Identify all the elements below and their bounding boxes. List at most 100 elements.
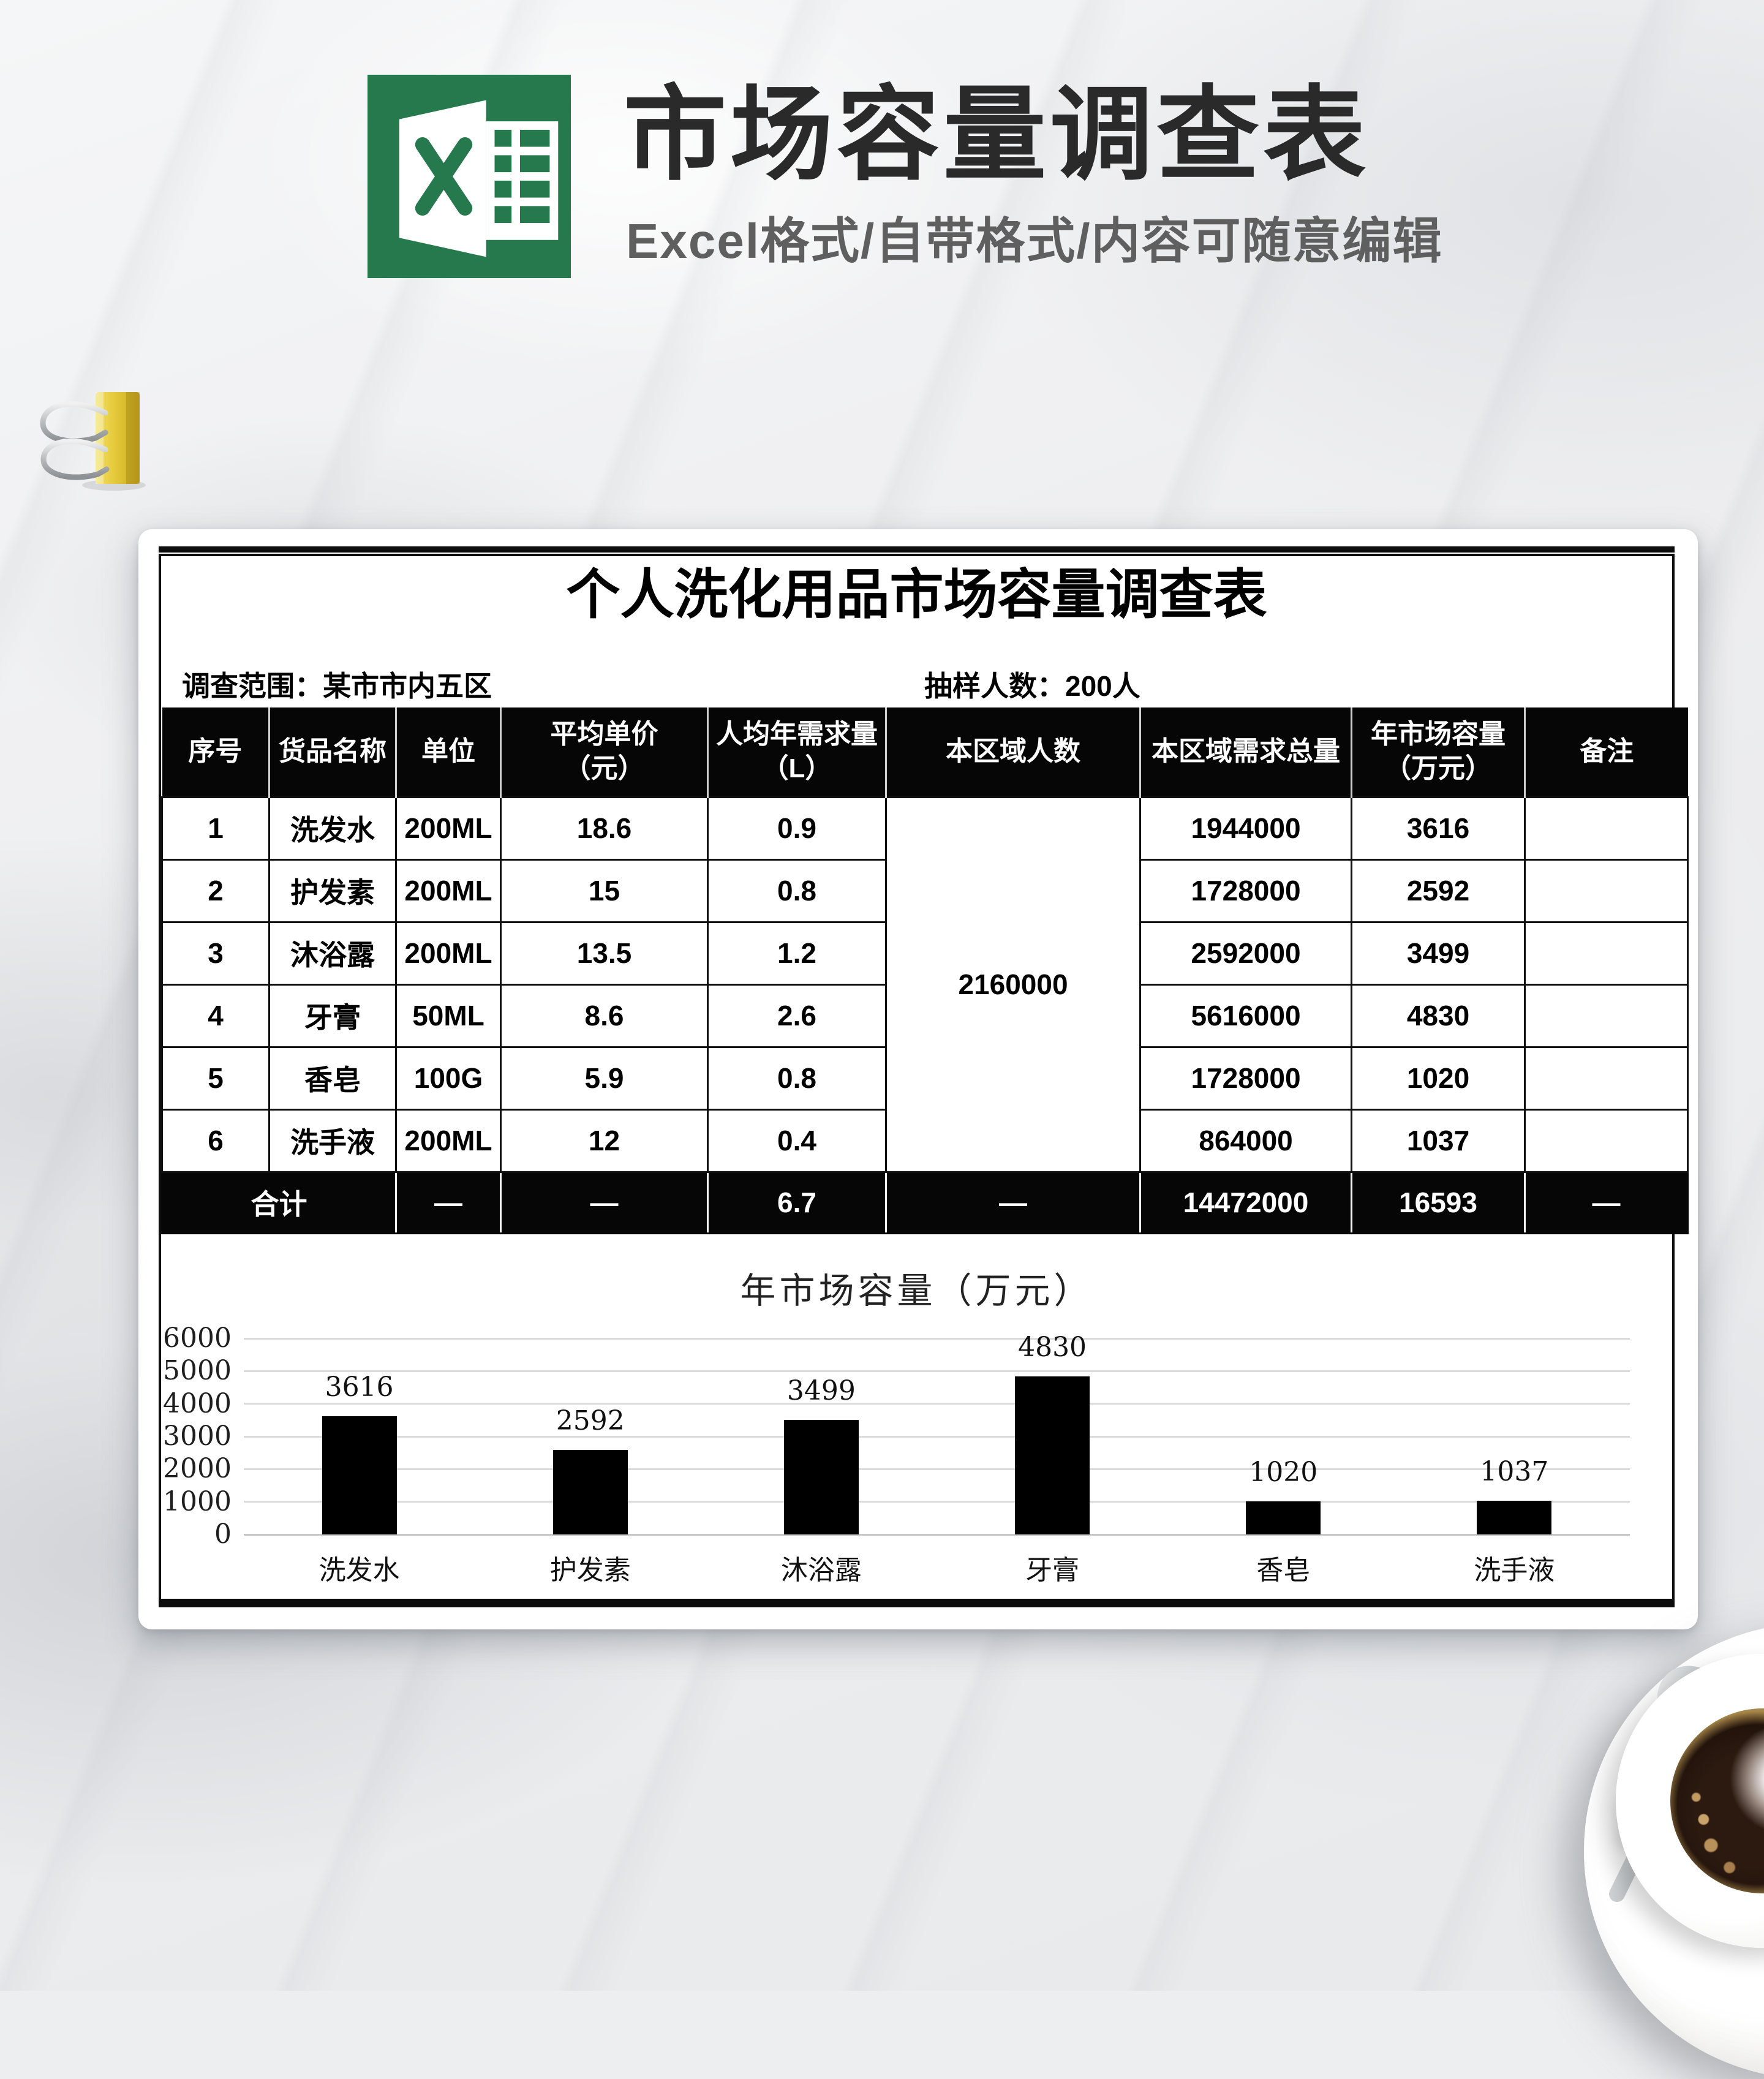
cell-price: 15: [500, 858, 709, 923]
cell-no: 3: [161, 921, 270, 986]
cell-unit: 50ML: [395, 983, 502, 1048]
cell-no: 1: [161, 796, 270, 861]
cell-note: [1524, 1046, 1689, 1111]
table-row: 6 洗手液 200ML 12 0.4 864000 1037: [161, 1108, 1689, 1173]
chart-ytick-label: 2000: [163, 1453, 232, 1485]
table-row: 5 香皂 100G 5.9 0.8 1728000 1020: [161, 1046, 1689, 1111]
chart-bar-slot: 1037 洗手液: [1399, 1338, 1630, 1586]
brand-text: 市场容量调查表 Excel格式/自带格式/内容可随意编辑: [624, 75, 1443, 270]
chart-value-label: 1020: [1249, 1456, 1318, 1488]
total-demand: 6.7: [707, 1171, 887, 1234]
chart-gridline: [244, 1435, 1630, 1438]
cell-total: 1728000: [1139, 1046, 1352, 1111]
chart-value-label: 3499: [786, 1375, 856, 1407]
chart-ytick-label: 3000: [163, 1421, 232, 1452]
cell-demand: 0.4: [707, 1108, 887, 1173]
cell-note: [1524, 796, 1689, 861]
binder-clip: [40, 392, 146, 491]
total-population: —: [885, 1171, 1141, 1234]
col-header-name: 货品名称: [268, 707, 397, 797]
cell-demand: 0.8: [707, 858, 887, 923]
cell-name: 牙膏: [268, 983, 397, 1048]
region-population-cell: 2160000: [885, 796, 1141, 1173]
col-header-no: 序号: [162, 707, 270, 797]
chart-value-label: 1037: [1480, 1455, 1549, 1487]
total-price: —: [500, 1171, 709, 1234]
table-row: 3 沐浴露 200ML 13.5 1.2 2592000 3499: [161, 921, 1689, 986]
chart-gridline: [244, 1403, 1630, 1405]
cell-name: 沐浴露: [268, 921, 397, 986]
cell-name: 护发素: [268, 858, 397, 923]
cell-price: 8.6: [500, 983, 709, 1048]
scope-label: 调查范围：某市市内五区: [182, 670, 492, 702]
cell-price: 12: [500, 1108, 709, 1173]
cell-capacity: 1037: [1351, 1108, 1526, 1173]
chart-category-label: 沐浴露: [780, 1555, 862, 1586]
total-label: 合计: [161, 1171, 397, 1234]
survey-table: 序号 货品名称 单位 平均单价 （元） 人均年需求量 （L） 本区域人数 本区域需求…: [161, 707, 1689, 1234]
chart-ytick-label: 6000: [163, 1322, 232, 1354]
chart-gridline: [244, 1370, 1630, 1372]
chart-value-label: 2592: [556, 1405, 625, 1436]
cell-capacity: 2592: [1351, 858, 1526, 923]
sample-size-label: 抽样人数：200人: [924, 670, 1140, 702]
cell-demand: 0.9: [707, 796, 887, 861]
col-header-total-demand: 本区域需求总量: [1139, 707, 1352, 797]
chart-category-label: 香皂: [1256, 1555, 1311, 1586]
table-total-row: 合计 — — 6.7 — 14472000 16593 —: [161, 1171, 1689, 1234]
table-row: 4 牙膏 50ML 8.6 2.6 5616000 4830: [161, 983, 1689, 1048]
total-capacity: 16593: [1351, 1171, 1526, 1234]
chart-category-label: 洗发水: [318, 1555, 400, 1586]
cell-note: [1524, 858, 1689, 923]
chart-ytick-label: 0: [214, 1519, 232, 1550]
cell-note: [1524, 983, 1689, 1048]
cell-demand: 2.6: [707, 983, 887, 1048]
cell-price: 13.5: [500, 921, 709, 986]
col-header-price: 平均单价 （元）: [500, 707, 709, 797]
cell-price: 5.9: [500, 1046, 709, 1111]
cell-total: 1944000: [1139, 796, 1352, 861]
total-unit: —: [395, 1171, 502, 1234]
col-header-unit: 单位: [395, 707, 502, 797]
cell-demand: 1.2: [707, 921, 887, 986]
sheet-frame: 个人洗化用品市场容量调查表 调查范围：某市市内五区 抽样人数：200人 序号 货…: [159, 546, 1689, 1607]
coffee-surface: [1670, 1708, 1764, 1893]
chart-gridline: [244, 1468, 1630, 1470]
chart-category-label: 护发素: [549, 1555, 631, 1586]
chart-value-label: 3616: [325, 1372, 394, 1403]
chart-plot: 0 1000 2000 3000 4000 5000 6000 3616 洗发水 2592 护发素 3…: [163, 1322, 1630, 1586]
cell-name: 香皂: [268, 1046, 397, 1111]
chart-ytick-label: 4000: [163, 1387, 232, 1419]
chart-bar: [1015, 1376, 1090, 1534]
chart-value-label: 4830: [1018, 1332, 1087, 1364]
cell-unit: 200ML: [395, 796, 502, 861]
table-row: 1 洗发水 200ML 18.6 0.9 2160000 1944000 361…: [161, 796, 1689, 1173]
chart-gridline: [244, 1501, 1630, 1503]
table-header-row: 序号 货品名称 单位 平均单价 （元） 人均年需求量 （L） 本区域人数 本区域需求…: [162, 707, 1688, 797]
cell-unit: 200ML: [395, 921, 502, 986]
chart-bar: [552, 1449, 628, 1534]
chart-bar-slot: 1020 香皂: [1168, 1338, 1399, 1586]
chart-bar-slot: 2592 护发素: [475, 1338, 706, 1586]
col-header-capacity: 年市场容量 （万元）: [1351, 707, 1526, 797]
cell-no: 2: [161, 858, 270, 923]
cell-no: 5: [161, 1046, 270, 1111]
cell-capacity: 3616: [1351, 796, 1526, 861]
cell-no: 4: [161, 983, 270, 1048]
sheet-title: 个人洗化用品市场容量调查表: [566, 564, 1267, 625]
chart-bar: [1477, 1500, 1552, 1534]
cell-unit: 100G: [395, 1046, 502, 1111]
chart-bar: [783, 1420, 859, 1534]
col-header-population: 本区域人数: [885, 707, 1141, 797]
chart-bar: [322, 1416, 397, 1534]
cell-total: 2592000: [1139, 921, 1352, 986]
total-demand-sum: 14472000: [1139, 1171, 1352, 1234]
chart-bar: [1246, 1501, 1321, 1534]
cell-total: 1728000: [1139, 858, 1352, 923]
table-row: 2 护发素 200ML 15 0.8 1728000 2592: [161, 858, 1689, 923]
cell-demand: 0.8: [707, 1046, 887, 1111]
col-header-note: 备注: [1524, 707, 1688, 797]
chart-bar-slot: 3616 洗发水: [244, 1338, 475, 1586]
cell-no: 6: [161, 1108, 270, 1173]
cell-note: [1524, 1108, 1689, 1173]
